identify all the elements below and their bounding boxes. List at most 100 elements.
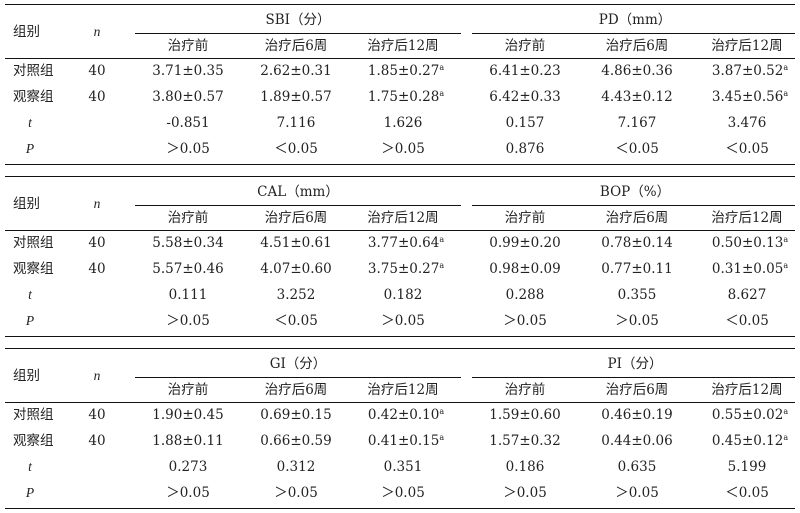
table-cell: ＜0.05	[725, 313, 769, 329]
column-header-n: n	[93, 24, 101, 39]
row-label: P	[25, 313, 35, 328]
cell-value: 1.57±0.32	[489, 433, 561, 449]
cell-value: ＜0.05	[274, 313, 318, 329]
cell-value: 3.75±0.27	[367, 261, 440, 277]
bottom-rule	[5, 164, 795, 165]
cell-value: 0.876	[505, 141, 545, 157]
group-rule	[135, 377, 461, 378]
table-cell: -0.851	[166, 115, 209, 131]
cell-value: 0.78±0.14	[601, 235, 673, 251]
group-rule	[135, 33, 461, 34]
cell-value: 0.50±0.13	[711, 235, 784, 251]
table-cell: ＞0.05	[274, 485, 318, 501]
subcolumn-header: 治疗前	[504, 210, 546, 226]
subcolumn-header: 治疗后6周	[605, 210, 669, 226]
group-rule	[135, 205, 461, 206]
table-cell: 0.55±0.02a	[712, 407, 788, 423]
table-cell: 0.46±0.19	[601, 407, 672, 423]
table-cell: 0.66±0.59	[260, 433, 331, 449]
table-cell: 0.45±0.12a	[712, 433, 788, 449]
table-cell: 5.199	[728, 459, 767, 475]
significance-mark: a	[439, 89, 445, 98]
top-rule	[5, 176, 795, 177]
cell-value: 6.42±0.33	[489, 89, 561, 105]
cell-value: 4.51±0.61	[260, 235, 332, 251]
data-table: 组别 n SBI（分） PD（mm） 治疗前 治疗后6周 治疗后12周 治疗前 治疗后6周 治疗后…	[5, 4, 795, 169]
row-label: P	[25, 141, 35, 156]
subcolumn-header: 治疗后12周	[711, 38, 783, 54]
cell-value: 8.627	[727, 287, 767, 303]
column-header-group: 组别	[13, 368, 40, 384]
cell-value: 7.167	[617, 115, 657, 131]
table-cell: 0.41±0.15a	[368, 433, 444, 449]
cell-value: 0.186	[505, 459, 545, 475]
table-cell: 1.88±0.11	[152, 433, 223, 449]
subcolumn-header: 治疗后6周	[264, 382, 328, 398]
table-cell: 4.51±0.61	[260, 235, 331, 251]
header-rule	[5, 402, 795, 403]
cell-value: 1.75±0.28	[367, 89, 440, 105]
table-cell: ＞0.05	[615, 313, 659, 329]
row-label: t	[28, 115, 32, 130]
table-cell: 0.876	[506, 141, 545, 157]
table-cell: 4.86±0.36	[601, 63, 672, 79]
cell-value: 0.111	[168, 287, 208, 303]
table-cell: 0.351	[384, 459, 423, 475]
significance-mark: a	[439, 261, 445, 270]
group-header: PD（mm）	[598, 12, 672, 28]
table-cell: 7.116	[277, 115, 316, 131]
subcolumn-header: 治疗前	[504, 382, 546, 398]
table-cell: 3.45±0.56a	[712, 89, 788, 105]
group-header: SBI（分）	[265, 12, 331, 28]
row-label: 观察组	[13, 261, 54, 277]
table-cell: ＜0.05	[725, 141, 769, 157]
cell-value: 0.55±0.02	[711, 407, 784, 423]
cell-value: 4.43±0.12	[601, 89, 673, 105]
table-cell: 3.87±0.52a	[712, 63, 788, 79]
cell-value: 0.635	[617, 459, 657, 475]
table-cell: 1.89±0.57	[260, 89, 331, 105]
row-n: 40	[88, 89, 106, 105]
row-label: 观察组	[13, 89, 54, 105]
table-cell: ＞0.05	[381, 141, 425, 157]
cell-value: 1.89±0.57	[260, 89, 332, 105]
cell-value: 3.80±0.57	[152, 89, 224, 105]
significance-mark: a	[439, 235, 445, 244]
cell-value: 3.45±0.56	[711, 89, 784, 105]
cell-value: 5.58±0.34	[152, 235, 224, 251]
cell-value: ＞0.05	[274, 485, 318, 501]
table-cell: 3.476	[728, 115, 767, 131]
cell-value: 0.44±0.06	[601, 433, 673, 449]
cell-value: 0.273	[168, 459, 208, 475]
subcolumn-header: 治疗后6周	[264, 210, 328, 226]
column-header-group: 组别	[13, 24, 40, 40]
group-header: GI（分）	[269, 356, 327, 372]
table-cell: 0.312	[277, 459, 316, 475]
row-label: 对照组	[13, 407, 54, 423]
cell-value: 3.87±0.52	[711, 63, 784, 79]
table-cell: 7.167	[618, 115, 657, 131]
group-rule	[472, 205, 795, 206]
cell-value: -0.851	[166, 115, 210, 131]
cell-value: ＞0.05	[166, 141, 210, 157]
cell-value: ＞0.05	[381, 141, 425, 157]
table-cell: ＜0.05	[725, 485, 769, 501]
significance-mark: a	[783, 235, 789, 244]
cell-value: ＞0.05	[166, 313, 210, 329]
table-cell: ＜0.05	[615, 141, 659, 157]
cell-value: 3.476	[727, 115, 767, 131]
subcolumn-header: 治疗后12周	[367, 382, 439, 398]
row-label: P	[25, 485, 35, 500]
table-cell: 0.98±0.09	[489, 261, 560, 277]
cell-value: ＞0.05	[503, 485, 547, 501]
cell-value: ＜0.05	[274, 141, 318, 157]
table-cell: ＞0.05	[381, 313, 425, 329]
table-cell: 1.75±0.28a	[368, 89, 444, 105]
subcolumn-header: 治疗前	[504, 38, 546, 54]
table-cell: ＞0.05	[503, 485, 547, 501]
cell-value: 1.85±0.27	[367, 63, 440, 79]
row-n: 40	[88, 261, 106, 277]
cell-value: 0.45±0.12	[711, 433, 784, 449]
cell-value: ＞0.05	[381, 313, 425, 329]
table-cell: 0.111	[169, 287, 208, 303]
